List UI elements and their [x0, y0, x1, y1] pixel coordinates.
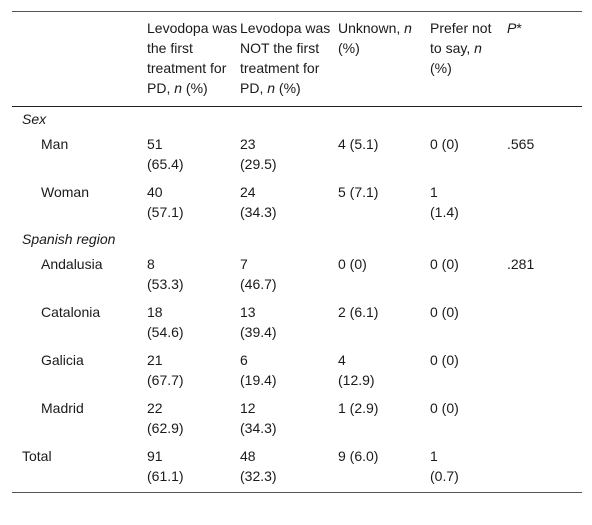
- table-cell: 24 (34.3): [240, 184, 277, 220]
- table-header: Levodopa was the first treatment for PD,…: [12, 11, 582, 107]
- section-sex: Sex Man 51 (65.4) 23 (29.5) 4 (5.1) 0 (0) …: [12, 107, 582, 228]
- table-cell: 40 (57.1): [147, 184, 184, 220]
- header-cell-levodopa-first: Levodopa was the first treatment for PD,…: [147, 12, 240, 107]
- section-spanish-region: Spanish region Andalusia 8 (53.3) 7 (46.7)…: [12, 227, 582, 443]
- header-text-italic: n: [174, 80, 183, 96]
- table-cell: 4 (5.1): [338, 136, 379, 152]
- row-label: Catalonia: [41, 304, 101, 320]
- header-text: Levodopa was NOT the first treatment for…: [240, 20, 331, 96]
- row-label: Man: [41, 136, 69, 152]
- header-text: Levodopa was the first treatment for PD,: [147, 20, 238, 96]
- row-label: Galicia: [41, 352, 84, 368]
- table-row: Catalonia 18 (54.6) 13 (39.4) 2 (6.1) 0 (0…: [12, 299, 582, 347]
- section-title: Sex: [22, 111, 47, 127]
- header-text-italic: P: [507, 20, 517, 36]
- table-cell: 91 (61.1): [147, 448, 184, 484]
- header-text-italic: n: [267, 80, 276, 96]
- table-cell: 9 (6.0): [338, 448, 379, 464]
- header-text: Unknown,: [338, 20, 405, 36]
- p-value-cell: [507, 179, 582, 227]
- table-cell: 51 (65.4): [147, 136, 184, 172]
- table-cell: 0 (0): [430, 136, 459, 152]
- table-cell: 7 (46.7): [240, 256, 277, 292]
- table-cell: 1 (1.4): [430, 184, 459, 220]
- p-value-cell: .281: [507, 256, 535, 272]
- table-cell: 8 (53.3): [147, 256, 184, 292]
- p-value-cell: [507, 299, 582, 347]
- header-cell-label: [12, 12, 147, 107]
- table-cell: 48 (32.3): [240, 448, 277, 484]
- table-cell: 4 (12.9): [338, 352, 375, 388]
- section-title: Spanish region: [22, 231, 116, 247]
- header-cell-levodopa-not-first: Levodopa was NOT the first treatment for…: [240, 12, 338, 107]
- header-text: (%): [182, 80, 208, 96]
- table-cell: 23 (29.5): [240, 136, 277, 172]
- header-text: (%): [430, 60, 452, 76]
- table-cell: 0 (0): [430, 352, 459, 368]
- header-row: Levodopa was the first treatment for PD,…: [12, 11, 582, 107]
- row-label: Woman: [41, 184, 89, 200]
- table-cell: 1 (0.7): [430, 448, 459, 484]
- table-row: Galicia 21 (67.7) 6 (19.4) 4 (12.9) 0 (0): [12, 347, 582, 395]
- table-cell: 0 (0): [430, 400, 459, 416]
- header-cell-prefer-not-to-say: Prefer not to say, n (%): [430, 12, 507, 107]
- header-text-italic: n: [474, 40, 482, 56]
- p-value-cell: .565: [507, 136, 535, 152]
- data-table: Levodopa was the first treatment for PD,…: [12, 11, 582, 493]
- table-cell: 1 (2.9): [338, 400, 379, 416]
- data-table-container: Levodopa was the first treatment for PD,…: [12, 11, 582, 493]
- table-row: Man 51 (65.4) 23 (29.5) 4 (5.1) 0 (0) .565: [12, 131, 582, 179]
- table-cell: 0 (0): [430, 256, 459, 272]
- section-heading-row: Spanish region: [12, 227, 582, 251]
- section-total: Total 91 (61.1) 48 (32.3) 9 (6.0) 1 (0.7): [12, 443, 582, 493]
- row-label: Andalusia: [41, 256, 103, 272]
- section-heading-row: Sex: [12, 107, 582, 132]
- header-text: (%): [275, 80, 301, 96]
- table-cell: 0 (0): [338, 256, 367, 272]
- table-row: Madrid 22 (62.9) 12 (34.3) 1 (2.9) 0 (0): [12, 395, 582, 443]
- table-cell: 6 (19.4): [240, 352, 277, 388]
- row-label: Madrid: [41, 400, 84, 416]
- table-row: Woman 40 (57.1) 24 (34.3) 5 (7.1) 1 (1.4): [12, 179, 582, 227]
- p-value-cell: [507, 347, 582, 395]
- header-text: Prefer not to say,: [430, 20, 492, 56]
- table-row: Andalusia 8 (53.3) 7 (46.7) 0 (0) 0 (0) .2…: [12, 251, 582, 299]
- row-label: Total: [22, 448, 52, 464]
- table-cell: 22 (62.9): [147, 400, 184, 436]
- header-cell-p-value: P*: [507, 12, 582, 107]
- table-cell: 18 (54.6): [147, 304, 184, 340]
- header-text: (%): [338, 40, 360, 56]
- header-text-italic: n: [404, 20, 412, 36]
- table-cell: 2 (6.1): [338, 304, 379, 320]
- total-row: Total 91 (61.1) 48 (32.3) 9 (6.0) 1 (0.7): [12, 443, 582, 493]
- table-cell: 5 (7.1): [338, 184, 379, 200]
- header-text: *: [516, 20, 522, 36]
- table-cell: 12 (34.3): [240, 400, 277, 436]
- table-cell: 21 (67.7): [147, 352, 184, 388]
- p-value-cell: [507, 395, 582, 443]
- p-value-cell: [507, 443, 582, 493]
- table-cell: 13 (39.4): [240, 304, 277, 340]
- header-cell-unknown: Unknown, n (%): [338, 12, 430, 107]
- table-cell: 0 (0): [430, 304, 459, 320]
